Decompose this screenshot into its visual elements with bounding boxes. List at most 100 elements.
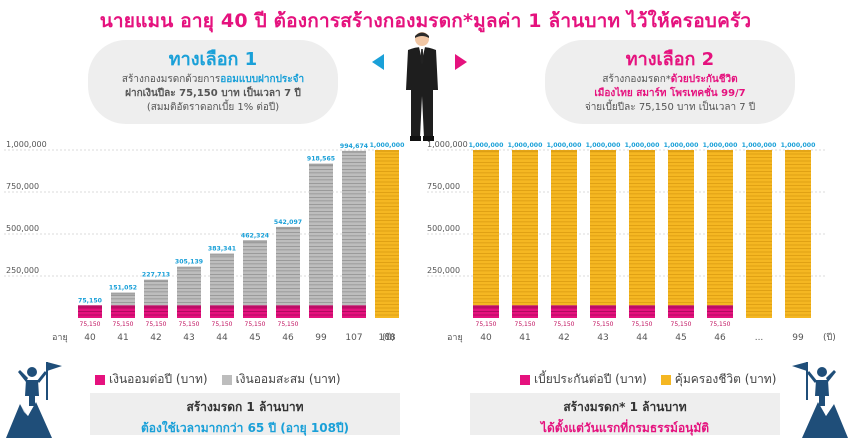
option-1-line1: สร้างกองมรดกด้วยการออมแบบฝากประจำ	[88, 73, 338, 87]
y-tick-label: 250,000	[427, 266, 460, 275]
base-value-label: 75,150	[710, 321, 731, 328]
y-tick-label: 500,000	[427, 224, 460, 233]
chart-savings: 250,000 500,000 750,000 1,000,000 75,150 75,1…	[4, 140, 406, 343]
option-1-line3: (สมมติอัตราดอกเบี้ย 1% ต่อปี)	[146, 102, 280, 113]
coin-stack-bar	[707, 150, 733, 306]
savings-stack-bar	[210, 253, 234, 306]
x-tick-label: 40	[480, 333, 492, 343]
bar-value-label: 383,341	[208, 246, 236, 253]
coin-stack-bar	[746, 150, 772, 318]
savings-stack-bar	[309, 163, 333, 306]
bar-value-label: 918,565	[307, 156, 335, 163]
option-1-line2: ฝากเงินปีละ 75,150 บาท เป็นเวลา 7 ปี	[88, 87, 338, 101]
base-value-label: 75,150	[80, 321, 101, 328]
base-value-label: 75,150	[515, 321, 536, 328]
y-tick-label: 750,000	[427, 182, 460, 191]
savings-stack-bar	[144, 279, 168, 306]
option-2-line2-text: เมืองไทย สมาร์ท โพรเทคชั่น 99/7	[594, 88, 746, 99]
x-axis-unit: (ปี)	[823, 332, 836, 343]
businessman-icon	[406, 32, 438, 141]
legend-swatch-pink	[520, 374, 530, 385]
headline: นายแมน อายุ 40 ปี ต้องการสร้างกองมรดก*มู…	[99, 10, 752, 32]
bar-value-label: 1,000,000	[664, 142, 700, 149]
x-tick-label: 107	[345, 333, 362, 343]
bar-value-label: 1,000,000	[370, 142, 406, 149]
base-value-label: 75,150	[593, 321, 614, 328]
coin-stack-bar	[473, 150, 499, 306]
annual-amount-bar	[707, 305, 733, 318]
y-tick-label: 1,000,000	[427, 140, 468, 149]
legend-item-coverage: คุ้มครองชีวิต (บาท)	[660, 370, 776, 389]
option-1-box: ทางเลือก 1 สร้างกองมรดกด้วยการออมแบบฝากป…	[88, 40, 338, 124]
savings-stack-bar	[243, 240, 267, 306]
savings-stack-bar	[177, 266, 201, 306]
bar-value-label: 462,324	[241, 232, 270, 239]
annual-amount-bar	[551, 305, 577, 318]
coin-stack-bar	[668, 150, 694, 306]
base-value-label: 75,150	[278, 321, 299, 328]
bar-value-label: 1,000,000	[547, 142, 583, 149]
footer-right: สร้างมรดก* 1 ล้านบาท ได้ตั้งแต่วันแรกที่…	[470, 393, 780, 435]
legend-swatch-gold	[660, 374, 671, 385]
bar-value-label: 994,674	[340, 143, 369, 150]
annual-amount-bar	[243, 305, 267, 318]
bar-value-label: 1,000,000	[508, 142, 544, 149]
coin-stack-bar	[375, 150, 399, 318]
option-2-line1-pre: สร้างกองมรดก*	[602, 74, 671, 85]
x-tick-label: 45	[249, 333, 260, 343]
annual-amount-bar	[210, 305, 234, 318]
option-1-line2-text: ฝากเงินปีละ 75,150 บาท เป็นเวลา 7 ปี	[125, 88, 301, 99]
legend-swatch-pink	[95, 374, 105, 385]
x-tick-label: 45	[675, 333, 686, 343]
x-tick-label: 41	[519, 333, 530, 343]
x-tick-label: 41	[117, 333, 128, 343]
x-tick-label: 44	[216, 333, 228, 343]
bar-value-label: 1,000,000	[586, 142, 622, 149]
legend-left: เงินออมต่อปี (บาท) เงินออมสะสม (บาท)	[95, 370, 355, 389]
x-tick-label: 42	[150, 333, 161, 343]
footer-right-line1: สร้างมรดก* 1 ล้านบาท	[563, 400, 687, 414]
x-tick-label: 43	[597, 333, 608, 343]
y-tick-label: 250,000	[6, 266, 39, 275]
coin-stack-bar	[629, 150, 655, 306]
savings-stack-bar	[276, 226, 300, 306]
annual-amount-bar	[111, 305, 135, 318]
annual-amount-bar	[144, 305, 168, 318]
x-axis-label: อายุ	[447, 333, 463, 343]
footer-left: สร้างมรดก 1 ล้านบาท ต้องใช้เวลามากกว่า 6…	[90, 393, 400, 435]
annual-amount-bar	[342, 305, 366, 318]
base-value-label: 75,150	[632, 321, 653, 328]
legend-item-accumulated: เงินออมสะสม (บาท)	[221, 370, 341, 389]
option-2-line3: จ่ายเบี้ยปีละ 75,150 บาท เป็นเวลา 7 ปี	[584, 102, 756, 113]
bar-value-label: 305,139	[175, 259, 203, 266]
flag-man-icon	[792, 362, 848, 438]
annual-amount-bar	[590, 305, 616, 318]
x-tick-label: 40	[84, 333, 96, 343]
base-value-label: 75,150	[212, 321, 233, 328]
y-tick-label: 750,000	[6, 182, 39, 191]
bar-value-label: 1,000,000	[625, 142, 661, 149]
annual-amount-bar	[78, 305, 102, 318]
footer-right-line2: ได้ตั้งแต่วันแรกที่กรมธรรม์อนุมัติ	[540, 421, 710, 435]
x-axis-unit: (ปี)	[382, 332, 395, 343]
legend-item-savings-per-year: เงินออมต่อปี (บาท)	[95, 370, 208, 389]
legend-right: เบี้ยประกันต่อปี (บาท) คุ้มครองชีวิต (บา…	[520, 370, 790, 389]
x-tick-label: ...	[755, 333, 764, 343]
arrow-left-icon	[372, 54, 384, 70]
x-tick-label: 108	[378, 333, 395, 343]
annual-amount-bar	[309, 305, 333, 318]
footer-left-line2: ต้องใช้เวลามากกว่า 65 ปี (อายุ 108ปี)	[140, 421, 350, 435]
option-1-line1-highlight: ออมแบบฝากประจำ	[220, 74, 305, 85]
annual-amount-bar	[668, 305, 694, 318]
legend-label: เบี้ยประกันต่อปี (บาท)	[534, 372, 647, 386]
savings-stack-bar	[342, 150, 366, 306]
x-tick-label: 44	[636, 333, 648, 343]
coin-stack-bar	[785, 150, 811, 318]
option-1-line1-pre: สร้างกองมรดกด้วยการ	[121, 74, 221, 85]
x-tick-label: 46	[282, 333, 294, 343]
coin-stack-bar	[512, 150, 538, 306]
annual-amount-bar	[276, 305, 300, 318]
option-2-title: ทางเลือก 2	[625, 49, 715, 70]
base-value-label: 75,150	[476, 321, 497, 328]
